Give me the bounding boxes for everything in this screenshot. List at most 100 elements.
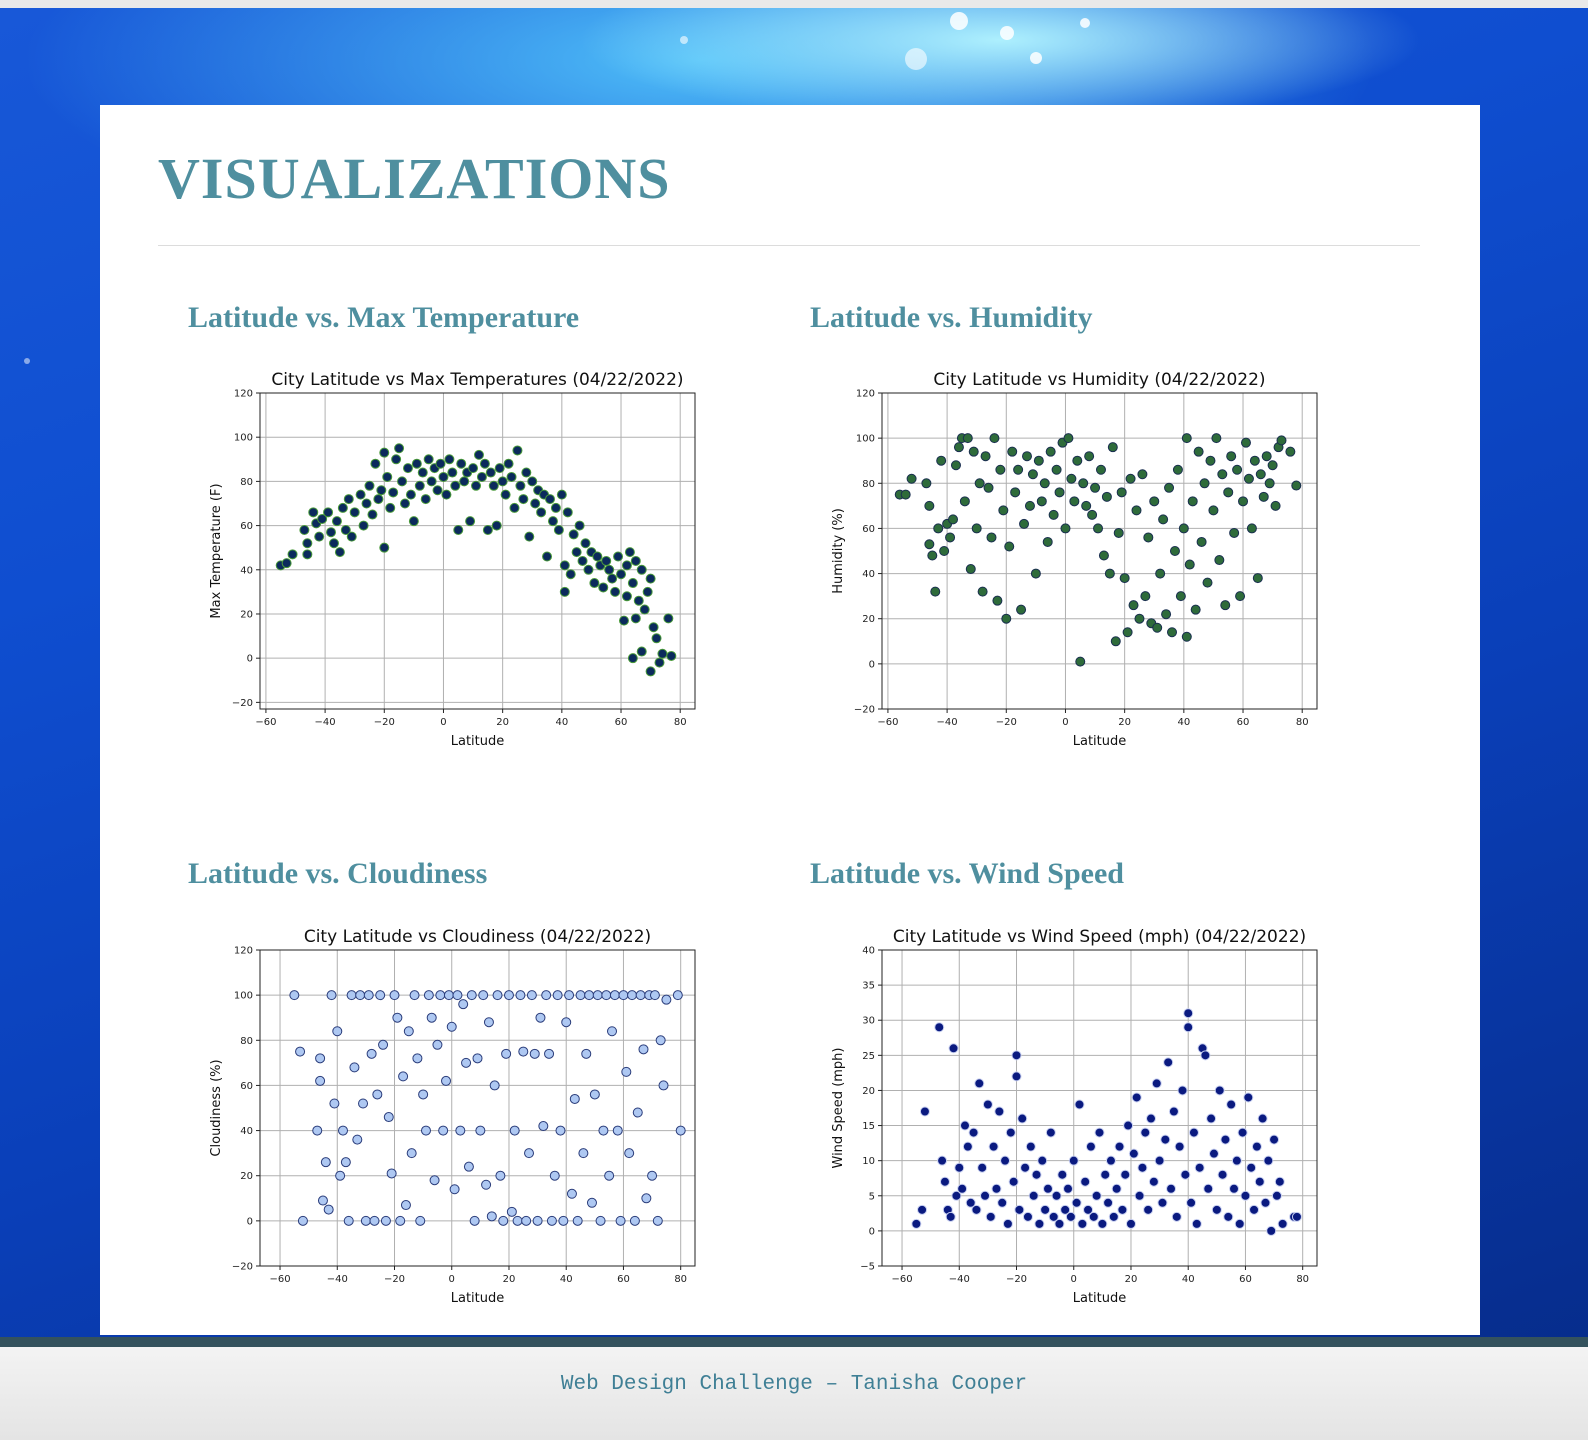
data-point xyxy=(429,1175,440,1186)
data-point xyxy=(1042,536,1053,547)
scatter-series xyxy=(894,433,1302,667)
data-point xyxy=(544,1048,555,1059)
data-point xyxy=(917,1204,928,1215)
data-point xyxy=(1226,451,1237,462)
x-axis-label: Latitude xyxy=(451,734,505,749)
data-point xyxy=(335,1170,346,1181)
data-point xyxy=(1214,555,1225,566)
data-point xyxy=(577,555,588,566)
data-point xyxy=(453,525,464,536)
section-title-max-temp: Latitude vs. Max Temperature xyxy=(188,301,580,334)
data-point xyxy=(509,502,520,513)
chart-cloudiness[interactable]: City Latitude vs Cloudiness (04/22/2022)… xyxy=(200,920,700,1320)
data-point xyxy=(289,990,300,1001)
data-point xyxy=(609,990,620,1001)
data-point xyxy=(1211,1204,1222,1215)
x-tick-label: 0 xyxy=(1062,717,1068,728)
data-point xyxy=(647,1170,658,1181)
data-point xyxy=(1060,1204,1071,1215)
y-tick-label: 60 xyxy=(240,1081,253,1092)
data-point xyxy=(1069,496,1080,507)
x-tick-label: 40 xyxy=(560,1274,573,1285)
data-point xyxy=(1208,1148,1219,1159)
chart-svg: City Latitude vs Humidity (04/22/2022) −6… xyxy=(831,370,1318,749)
data-point xyxy=(936,455,947,466)
data-point xyxy=(302,538,313,549)
data-point xyxy=(545,494,555,505)
data-point xyxy=(1010,487,1021,498)
data-point xyxy=(1068,1155,1079,1166)
data-point xyxy=(945,1211,956,1222)
data-point xyxy=(652,1215,663,1226)
data-point xyxy=(661,994,672,1005)
data-point xyxy=(332,1026,343,1037)
data-point xyxy=(1172,464,1183,475)
data-point xyxy=(1054,1218,1065,1229)
x-tick-label: 20 xyxy=(496,717,509,728)
data-point xyxy=(624,547,635,558)
data-point xyxy=(349,507,360,518)
data-point xyxy=(358,520,369,531)
data-point xyxy=(361,498,372,509)
data-point xyxy=(1001,613,1012,624)
data-point xyxy=(663,613,674,624)
data-point xyxy=(627,653,638,664)
data-point xyxy=(550,502,561,513)
data-point xyxy=(933,523,944,534)
data-point xyxy=(571,547,582,558)
data-point xyxy=(654,657,665,668)
data-point xyxy=(919,1106,930,1117)
data-point xyxy=(397,476,408,487)
data-point xyxy=(558,1215,569,1226)
data-point xyxy=(1008,1176,1019,1187)
data-point xyxy=(1045,446,1056,457)
data-point xyxy=(1258,491,1269,502)
data-point xyxy=(1025,1141,1036,1152)
data-point xyxy=(473,449,484,460)
data-point xyxy=(580,538,591,549)
data-point xyxy=(515,480,526,491)
x-tick-label: −40 xyxy=(949,1274,970,1285)
data-point xyxy=(456,458,467,469)
data-point xyxy=(383,1112,394,1123)
data-point xyxy=(418,1089,429,1100)
data-point xyxy=(924,500,935,511)
chart-wind-speed[interactable]: City Latitude vs Wind Speed (mph) (04/22… xyxy=(822,920,1322,1320)
data-point xyxy=(1234,1218,1245,1229)
data-point xyxy=(392,1012,403,1023)
data-point xyxy=(1200,1050,1211,1061)
data-point xyxy=(572,1215,583,1226)
data-point xyxy=(1051,1190,1062,1201)
data-point xyxy=(527,476,538,487)
data-point xyxy=(489,1080,500,1091)
data-point xyxy=(1291,480,1302,491)
y-tick-label: 20 xyxy=(862,614,875,625)
y-axis-label: Max Temperature (F) xyxy=(209,483,224,618)
x-axis-label: Latitude xyxy=(451,1291,505,1306)
data-point xyxy=(630,555,641,566)
data-point xyxy=(515,990,526,1001)
data-point xyxy=(446,1021,457,1032)
data-point xyxy=(971,1204,982,1215)
data-point xyxy=(638,1044,649,1055)
data-point xyxy=(468,463,479,474)
data-point xyxy=(1074,1099,1085,1110)
data-point xyxy=(1022,451,1032,462)
data-point xyxy=(1027,469,1038,480)
scatter-series xyxy=(275,443,677,677)
data-point xyxy=(340,525,351,536)
data-point xyxy=(1232,464,1243,475)
data-point xyxy=(1191,1218,1202,1229)
data-point xyxy=(1148,1176,1159,1187)
data-point xyxy=(1071,1197,1082,1208)
data-point xyxy=(1002,1218,1013,1229)
data-point xyxy=(1042,1183,1053,1194)
data-point xyxy=(1024,500,1035,511)
chart-humidity[interactable]: City Latitude vs Humidity (04/22/2022) −6… xyxy=(822,363,1322,763)
data-point xyxy=(589,1089,600,1100)
data-point xyxy=(358,1098,369,1109)
chart-max-temp[interactable]: City Latitude vs Max Temperatures (04/22… xyxy=(200,363,700,763)
data-point xyxy=(934,1022,945,1033)
y-tick-label: 0 xyxy=(247,654,253,665)
data-point xyxy=(1013,464,1024,475)
